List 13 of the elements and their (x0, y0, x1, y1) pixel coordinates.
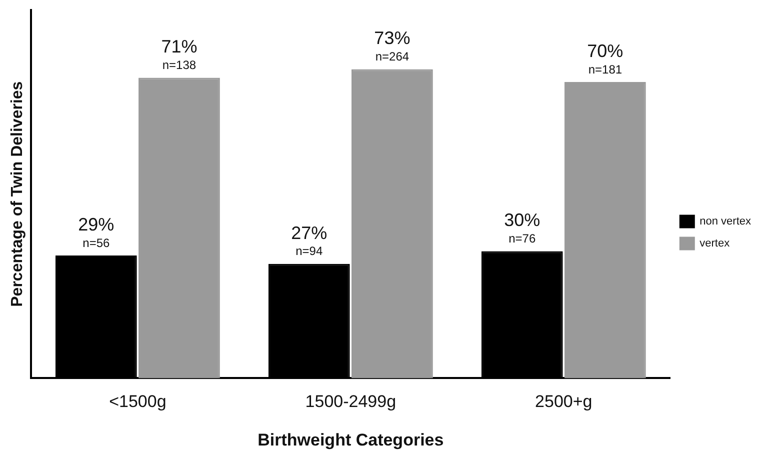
data-label: 29% n=56 (78, 214, 114, 250)
x-axis-title: Birthweight Categories (258, 430, 444, 450)
data-label: 30% n=76 (504, 210, 540, 246)
x-tick-label: 1500-2499g (305, 392, 396, 412)
x-tick-label: 2500+g (535, 392, 592, 412)
legend-label: non vertex (700, 216, 752, 228)
data-label: 73% n=264 (374, 28, 410, 64)
legend-label: vertex (700, 238, 730, 250)
data-label: 70% n=181 (587, 40, 624, 76)
data-label: 27% n=94 (291, 222, 328, 258)
y-axis-title: Percentage of Twin Deliveries (9, 81, 26, 307)
data-label: 71% n=138 (161, 36, 198, 72)
x-tick-label: <1500g (109, 392, 166, 412)
